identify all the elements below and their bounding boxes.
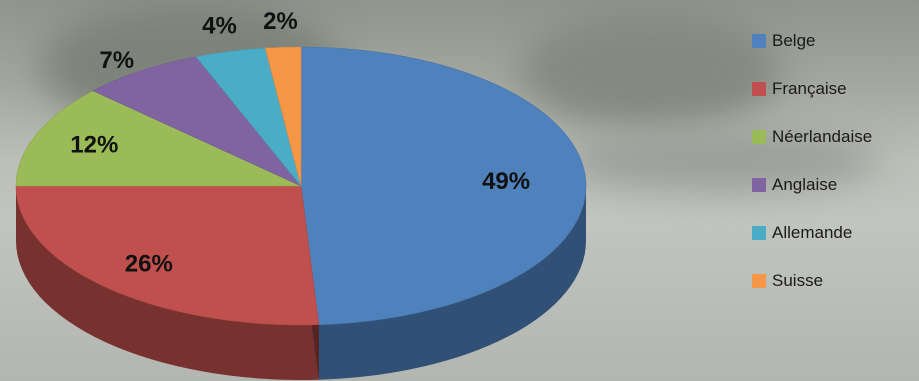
- legend-label: Anglaise: [772, 175, 838, 194]
- pie-side-belge: [318, 186, 586, 380]
- pie-slice-belge: [300, 46, 587, 326]
- legend: Belge Française Néerlandaise Anglaise Allema…: [752, 29, 872, 317]
- legend-swatch: [752, 274, 766, 288]
- legend-swatch: [752, 34, 766, 48]
- legend-item-suisse: Suisse: [752, 269, 872, 293]
- legend-item-allemande: Allemande: [752, 221, 872, 245]
- background-trees-right: [520, 10, 780, 130]
- pie-slice-suisse: [264, 46, 302, 187]
- legend-item-anglaise: Anglaise: [752, 173, 872, 197]
- pie-slices: [15, 46, 587, 326]
- legend-swatch: [752, 226, 766, 240]
- data-label-neerlandaise: 12%: [70, 131, 118, 158]
- legend-item-neerlandaise: Néerlandaise: [752, 125, 872, 149]
- data-label-anglaise: 7%: [99, 47, 134, 74]
- data-label-allemande: 4%: [202, 13, 237, 40]
- pie-side-francaise: [16, 186, 319, 380]
- legend-label: Belge: [772, 31, 816, 50]
- legend-label: Suisse: [772, 271, 824, 290]
- data-label-suisse: 2%: [263, 8, 298, 35]
- data-label-francaise: 26%: [125, 250, 173, 277]
- legend-label: Française: [772, 79, 847, 98]
- legend-item-francaise: Française: [752, 77, 872, 101]
- legend-label: Néerlandaise: [772, 127, 873, 146]
- legend-swatch: [752, 178, 766, 192]
- pie-slice-anglaise: [92, 56, 302, 187]
- pie-slice-neerlandaise: [15, 90, 302, 187]
- pie-slice-francaise: [15, 185, 320, 326]
- data-label-belge: 49%: [482, 168, 530, 195]
- background-railing: [560, 130, 880, 190]
- legend-swatch: [752, 130, 766, 144]
- legend-label: Allemande: [772, 223, 853, 242]
- legend-item-belge: Belge: [752, 29, 872, 53]
- legend-swatch: [752, 82, 766, 96]
- pie-data-labels: 49% 26% 12% 7% 4% 2%: [70, 8, 530, 278]
